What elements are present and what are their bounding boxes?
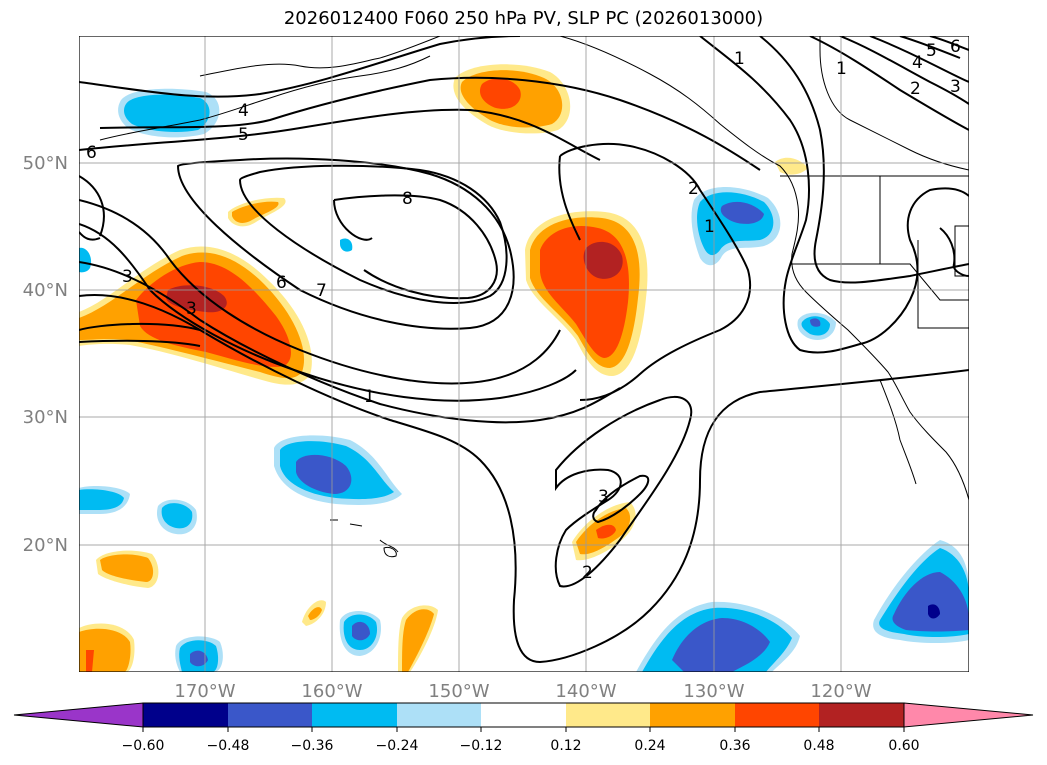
contour-label: 2 [582, 563, 593, 583]
contour-label: 2 [688, 179, 699, 199]
contour-labels: 4 5 6 8 6 7 1 3 3 2 1 1 2 3 4 5 6 3 2 1 [86, 37, 961, 583]
lon-label: 140°W [555, 681, 616, 702]
colorbar-tick: 0.24 [634, 738, 665, 754]
contour-label: 2 [910, 79, 921, 99]
lon-label: 160°W [301, 681, 362, 702]
contour-label: 3 [950, 77, 961, 97]
colorbar-tick: 0.12 [550, 738, 581, 754]
colorbar-tick: −0.36 [291, 738, 334, 754]
map-panel: 4 5 6 8 6 7 1 3 3 2 1 1 2 3 4 5 6 3 2 1 [79, 36, 969, 672]
colorbar-tick: −0.12 [460, 738, 503, 754]
colorbar: −0.60 −0.48 −0.36 −0.24 −0.12 0.12 0.24 … [13, 702, 1034, 754]
colorbar-tick: 0.60 [888, 738, 919, 754]
contour-label: 6 [86, 143, 97, 163]
lon-label: 120°W [810, 681, 871, 702]
colorbar-extend-high [903, 702, 1034, 728]
contour-label: 6 [950, 37, 961, 57]
lon-label: 170°W [174, 681, 235, 702]
colorbar-segment [819, 703, 904, 727]
lon-label: 150°W [428, 681, 489, 702]
colorbar-segment [735, 703, 819, 727]
contour-label: 3 [598, 487, 609, 507]
lat-label: 20°N [23, 535, 68, 556]
colorbar-tick: 0.48 [803, 738, 834, 754]
colorbar-tick: 0.36 [719, 738, 750, 754]
colorbar-segment [143, 703, 228, 727]
contour-label: 6 [276, 273, 287, 293]
gridlines [79, 36, 969, 672]
contour-label: 7 [316, 281, 327, 301]
contour-label: 1 [704, 217, 715, 237]
contour-label: 4 [238, 101, 249, 121]
contour-label: 3 [186, 299, 197, 319]
contour-label: 3 [122, 267, 133, 287]
colorbar-segment [650, 703, 735, 727]
latitude-labels: 50°N 40°N 30°N 20°N [23, 153, 68, 556]
lat-label: 30°N [23, 407, 68, 428]
contour-label: 5 [238, 125, 249, 145]
colorbar-segment [481, 703, 566, 727]
contour-label: 1 [364, 387, 375, 407]
contour-label: 8 [402, 189, 413, 209]
colorbar-segment [397, 703, 481, 727]
lat-label: 50°N [23, 153, 68, 174]
longitude-labels: 170°W 160°W 150°W 140°W 130°W 120°W [174, 681, 871, 702]
lat-label: 40°N [23, 280, 68, 301]
contour-label: 5 [926, 41, 937, 61]
colorbar-tick: −0.60 [122, 738, 165, 754]
lon-label: 130°W [683, 681, 744, 702]
colorbar-segment [566, 703, 650, 727]
colorbar-segment [228, 703, 312, 727]
contour-label: 1 [836, 59, 847, 79]
contour-label: 1 [734, 49, 745, 69]
colorbar-segment [312, 703, 397, 727]
colorbar-extend-low [13, 702, 144, 728]
colorbar-tick: −0.48 [207, 738, 250, 754]
slp-contours [79, 36, 969, 664]
colorbar-tick: −0.24 [376, 738, 419, 754]
contour-label: 4 [912, 53, 923, 73]
map-title: 2026012400 F060 250 hPa PV, SLP PC (2026… [283, 8, 764, 29]
